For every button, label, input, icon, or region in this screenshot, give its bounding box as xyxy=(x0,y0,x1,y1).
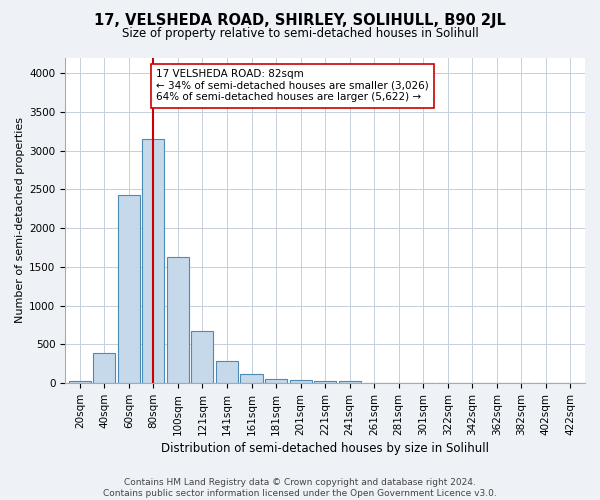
Bar xyxy=(290,380,311,383)
Text: 17, VELSHEDA ROAD, SHIRLEY, SOLIHULL, B90 2JL: 17, VELSHEDA ROAD, SHIRLEY, SOLIHULL, B9… xyxy=(94,12,506,28)
Bar xyxy=(191,332,214,383)
Bar xyxy=(241,374,263,383)
Bar xyxy=(314,381,336,383)
Y-axis label: Number of semi-detached properties: Number of semi-detached properties xyxy=(15,118,25,324)
X-axis label: Distribution of semi-detached houses by size in Solihull: Distribution of semi-detached houses by … xyxy=(161,442,489,455)
Text: Contains HM Land Registry data © Crown copyright and database right 2024.
Contai: Contains HM Land Registry data © Crown c… xyxy=(103,478,497,498)
Bar xyxy=(167,257,189,383)
Bar xyxy=(216,360,238,383)
Text: Size of property relative to semi-detached houses in Solihull: Size of property relative to semi-detach… xyxy=(122,28,478,40)
Bar xyxy=(94,353,115,383)
Bar xyxy=(265,379,287,383)
Bar xyxy=(118,195,140,383)
Bar xyxy=(338,382,361,383)
Bar xyxy=(69,381,91,383)
Bar xyxy=(142,139,164,383)
Text: 17 VELSHEDA ROAD: 82sqm
← 34% of semi-detached houses are smaller (3,026)
64% of: 17 VELSHEDA ROAD: 82sqm ← 34% of semi-de… xyxy=(156,69,428,102)
